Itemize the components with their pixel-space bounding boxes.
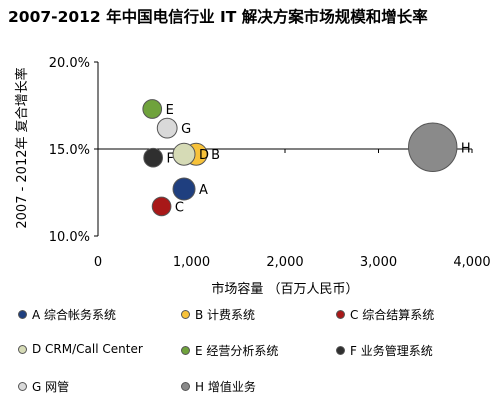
bubble-label-c: C <box>175 200 184 215</box>
legend-label: H 增值业务 <box>195 380 256 394</box>
y-axis-label: 2007 - 2012年 复合增长率 <box>14 67 30 228</box>
legend-item-f: F 业务管理系统 <box>336 342 433 359</box>
legend-marker <box>18 310 27 319</box>
legend-item-a: A 综合帐务系统 <box>18 306 116 323</box>
x-axis-label: 市场容量 （百万人民币） <box>211 281 358 297</box>
legend-label: E 经营分析系统 <box>195 344 279 358</box>
y-tick-label: 15.0% <box>49 143 90 158</box>
bubble-a <box>172 177 196 201</box>
legend-marker <box>181 310 190 319</box>
bubble-e <box>142 99 163 119</box>
legend-marker <box>181 346 190 355</box>
x-tick-label: 2,000 <box>266 255 303 270</box>
legend-item-e: E 经营分析系统 <box>181 342 278 359</box>
legend-label: C 综合结算系统 <box>350 308 435 322</box>
legend-label: A 综合帐务系统 <box>32 308 117 322</box>
bubble-g <box>156 117 178 139</box>
legend-label: D CRM/Call Center <box>32 342 143 356</box>
bubble-label-e: E <box>166 103 174 118</box>
bubble-label-f: F <box>167 152 174 167</box>
legend-marker <box>18 344 27 354</box>
y-tick-label: 20.0% <box>49 56 90 71</box>
bubble-chart: 2007-2012 年中国电信行业 IT 解决方案市场规模和增长率 2007 -… <box>8 7 491 297</box>
bubble-label-h: H <box>461 141 471 156</box>
bubble-label-b: B <box>211 148 220 163</box>
x-tick-label: 3,000 <box>360 255 397 270</box>
bubble-h <box>408 122 458 172</box>
bubble-label-a: A <box>199 183 208 198</box>
legend-item-d: D CRM/Call Center <box>18 342 143 356</box>
x-tick-label: 4,000 <box>453 255 490 270</box>
legend-item-h: H 增值业务 <box>181 378 256 395</box>
bubbles: A B C D E FG H <box>142 99 471 217</box>
legend-item-c: C 综合结算系统 <box>336 306 434 323</box>
legend-label: G 网管 <box>32 380 70 394</box>
bubble-label-g: G <box>181 122 191 137</box>
tick-labels: 10.0% 15.0% 20.0% 0 1,000 2,000 3,000 4,000 <box>49 56 491 270</box>
bubble-f <box>143 147 164 168</box>
legend-item-g: G 网管 <box>18 378 69 395</box>
legend-item-b: B 计费系统 <box>181 306 255 323</box>
legend-marker <box>18 382 27 391</box>
bubble-d <box>172 142 196 166</box>
legend-marker <box>336 346 345 355</box>
legend-label: B 计费系统 <box>195 308 256 322</box>
legend-marker <box>181 382 190 391</box>
legend-label: F 业务管理系统 <box>350 344 433 358</box>
chart-title: 2007-2012 年中国电信行业 IT 解决方案市场规模和增长率 <box>8 7 428 26</box>
y-tick-label: 10.0% <box>49 230 90 245</box>
x-tick-label: 0 <box>94 255 102 270</box>
x-tick-label: 1,000 <box>173 255 210 270</box>
bubble-c <box>151 196 172 217</box>
bubble-label-d: D <box>199 148 209 163</box>
legend-marker <box>336 310 345 319</box>
